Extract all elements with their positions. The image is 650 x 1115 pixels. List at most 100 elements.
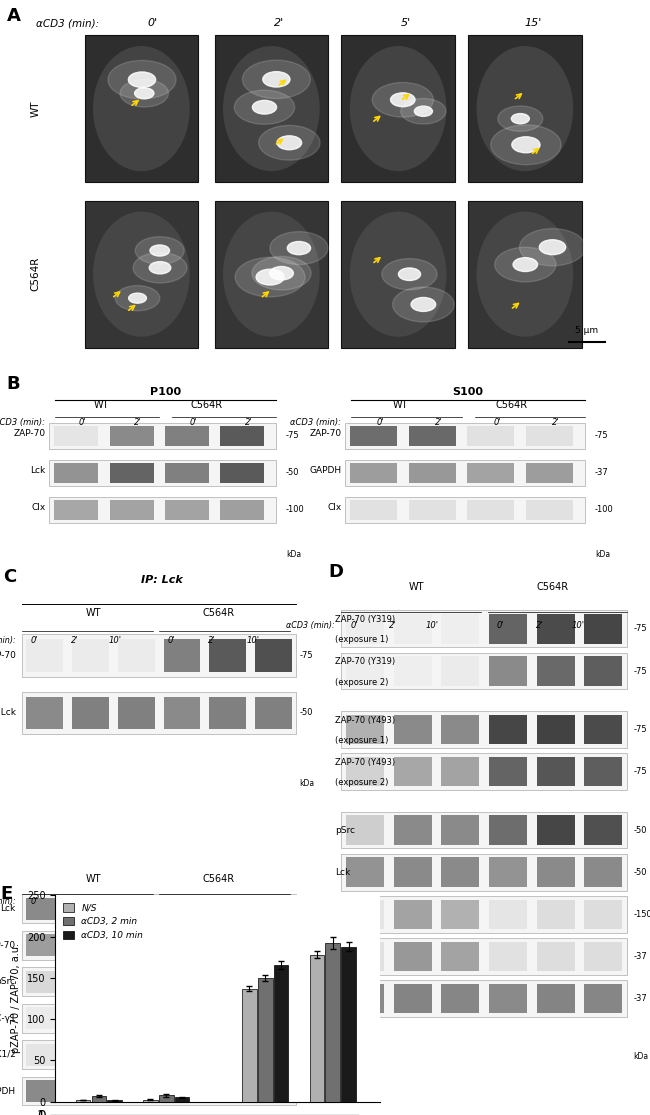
Bar bbox=[220, 463, 264, 483]
Bar bbox=[326, 943, 340, 1102]
Bar bbox=[346, 900, 384, 929]
Bar bbox=[164, 640, 200, 671]
Bar bbox=[84, 201, 198, 348]
Text: 2': 2' bbox=[71, 898, 79, 906]
Bar bbox=[164, 1080, 200, 1102]
Bar bbox=[220, 426, 264, 446]
Bar bbox=[22, 1004, 296, 1032]
Text: IP: Lck: IP: Lck bbox=[141, 575, 183, 585]
Bar bbox=[209, 898, 246, 920]
Bar bbox=[537, 857, 575, 886]
Bar bbox=[274, 964, 289, 1102]
Bar bbox=[489, 857, 527, 886]
Bar bbox=[109, 500, 153, 520]
Text: ZAP-70 (Y319): ZAP-70 (Y319) bbox=[335, 615, 395, 624]
Legend: N/S, αCD3, 2 min, αCD3, 10 min: N/S, αCD3, 2 min, αCD3, 10 min bbox=[60, 900, 147, 943]
Text: -50: -50 bbox=[634, 867, 647, 876]
Bar bbox=[409, 426, 456, 446]
Bar bbox=[209, 1044, 246, 1066]
Circle shape bbox=[252, 100, 276, 114]
Bar bbox=[164, 1044, 200, 1066]
Circle shape bbox=[234, 90, 294, 125]
Text: 10': 10' bbox=[246, 637, 259, 646]
Text: -100: -100 bbox=[286, 505, 305, 514]
Bar bbox=[537, 757, 575, 786]
Bar bbox=[584, 614, 623, 643]
Circle shape bbox=[129, 293, 146, 303]
Bar bbox=[441, 900, 480, 929]
Bar bbox=[394, 900, 432, 929]
Circle shape bbox=[414, 106, 432, 116]
Circle shape bbox=[259, 125, 320, 161]
Circle shape bbox=[287, 242, 311, 254]
Text: -75: -75 bbox=[300, 941, 313, 950]
Bar bbox=[27, 1044, 63, 1066]
Bar bbox=[27, 640, 63, 671]
Bar bbox=[118, 1080, 155, 1102]
Bar bbox=[409, 463, 456, 483]
Circle shape bbox=[393, 287, 454, 322]
Bar bbox=[489, 815, 527, 845]
Circle shape bbox=[135, 236, 184, 264]
Bar bbox=[468, 35, 582, 182]
Bar bbox=[537, 657, 575, 686]
Text: 0': 0' bbox=[497, 621, 504, 630]
Text: -50: -50 bbox=[300, 977, 313, 986]
Text: Clx: Clx bbox=[327, 503, 341, 512]
Bar bbox=[441, 657, 480, 686]
Bar bbox=[309, 954, 324, 1102]
Text: αCD3 (min):: αCD3 (min): bbox=[36, 19, 99, 29]
Y-axis label: pZAP-70 / ZAP-70, a.u.: pZAP-70 / ZAP-70, a.u. bbox=[11, 943, 21, 1054]
Bar bbox=[164, 934, 200, 957]
Text: ZAP-70: ZAP-70 bbox=[14, 429, 46, 438]
Text: -75: -75 bbox=[634, 767, 647, 776]
Bar bbox=[118, 898, 155, 920]
Bar bbox=[255, 934, 292, 957]
Bar bbox=[584, 715, 623, 744]
Text: WB: Lck: WB: Lck bbox=[0, 708, 16, 717]
Bar bbox=[165, 500, 209, 520]
Bar bbox=[441, 614, 480, 643]
Bar bbox=[109, 426, 153, 446]
Bar bbox=[467, 500, 514, 520]
Circle shape bbox=[372, 83, 434, 117]
Text: -37: -37 bbox=[300, 1050, 313, 1059]
Text: 2': 2' bbox=[435, 418, 443, 427]
Text: kDa: kDa bbox=[300, 779, 315, 788]
Circle shape bbox=[128, 72, 155, 87]
Bar bbox=[54, 500, 98, 520]
Bar bbox=[341, 938, 627, 975]
Ellipse shape bbox=[476, 46, 573, 171]
Bar bbox=[22, 1077, 296, 1105]
Bar bbox=[49, 423, 276, 449]
Text: ZAP-70: ZAP-70 bbox=[309, 429, 341, 438]
Bar bbox=[118, 1044, 155, 1066]
Circle shape bbox=[270, 266, 293, 280]
Bar bbox=[489, 614, 527, 643]
Bar bbox=[22, 894, 296, 923]
Text: 2': 2' bbox=[552, 418, 560, 427]
Bar bbox=[143, 1099, 158, 1102]
Bar bbox=[350, 500, 397, 520]
Bar bbox=[255, 697, 292, 729]
Text: 5': 5' bbox=[401, 19, 411, 29]
Bar bbox=[255, 1007, 292, 1029]
Bar bbox=[109, 463, 153, 483]
Text: D: D bbox=[328, 563, 343, 581]
Text: GAPDH: GAPDH bbox=[335, 995, 367, 1004]
Text: ZAP-70 (Y319): ZAP-70 (Y319) bbox=[335, 658, 395, 667]
Bar bbox=[72, 1080, 109, 1102]
Bar bbox=[27, 697, 63, 729]
Bar bbox=[220, 500, 264, 520]
Bar bbox=[584, 985, 623, 1014]
Text: A: A bbox=[6, 8, 20, 26]
Bar bbox=[346, 857, 384, 886]
Bar bbox=[526, 426, 573, 446]
Bar bbox=[489, 900, 527, 929]
Bar bbox=[537, 900, 575, 929]
Bar bbox=[209, 934, 246, 957]
Text: 0': 0' bbox=[168, 898, 176, 906]
Circle shape bbox=[401, 98, 446, 124]
Text: -100: -100 bbox=[595, 505, 614, 514]
Text: αCD3 (min):: αCD3 (min): bbox=[0, 418, 46, 427]
